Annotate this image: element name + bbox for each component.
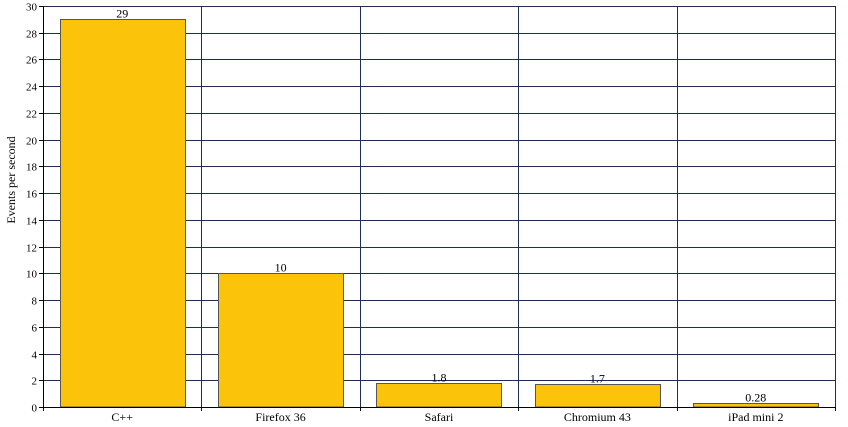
bar-value-label: 1.7 xyxy=(590,372,605,386)
y-tick-label: 20 xyxy=(26,136,38,148)
bar xyxy=(535,384,661,408)
y-tick-label: 4 xyxy=(32,350,38,362)
y-tick-label: 22 xyxy=(26,109,37,121)
y-tick-label: 2 xyxy=(32,376,38,388)
bar-value-label: 1.8 xyxy=(432,371,447,385)
y-tick-label: 18 xyxy=(26,162,38,174)
y-tick-label: 28 xyxy=(26,29,38,41)
bar-value-label: 0.28 xyxy=(745,391,766,405)
bar xyxy=(218,273,344,408)
y-tick-label: 24 xyxy=(26,82,38,94)
bar xyxy=(60,19,186,408)
y-tick-label: 30 xyxy=(26,2,38,14)
bars-layer xyxy=(60,19,819,408)
y-tick-label: 12 xyxy=(26,243,37,255)
bar-value-label: 10 xyxy=(275,261,287,275)
x-category-label: Safari xyxy=(425,410,454,424)
y-axis-title: Events per second xyxy=(4,136,18,223)
bar xyxy=(376,383,502,408)
y-tick-label: 6 xyxy=(32,323,38,335)
x-category-label: C++ xyxy=(111,410,133,424)
axes-layer xyxy=(39,6,836,411)
bar-value-label: 29 xyxy=(116,7,128,21)
y-tick-label: 0 xyxy=(32,403,38,415)
x-category-label: iPad mini 2 xyxy=(728,410,783,424)
y-tick-label: 10 xyxy=(26,269,38,281)
x-category-label: Chromium 43 xyxy=(564,410,631,424)
y-tick-label: 14 xyxy=(26,216,38,228)
y-tick-label: 16 xyxy=(26,189,38,201)
x-category-label: Firefox 36 xyxy=(255,410,305,424)
y-tick-label: 8 xyxy=(32,296,38,308)
y-tick-label: 26 xyxy=(26,55,38,67)
